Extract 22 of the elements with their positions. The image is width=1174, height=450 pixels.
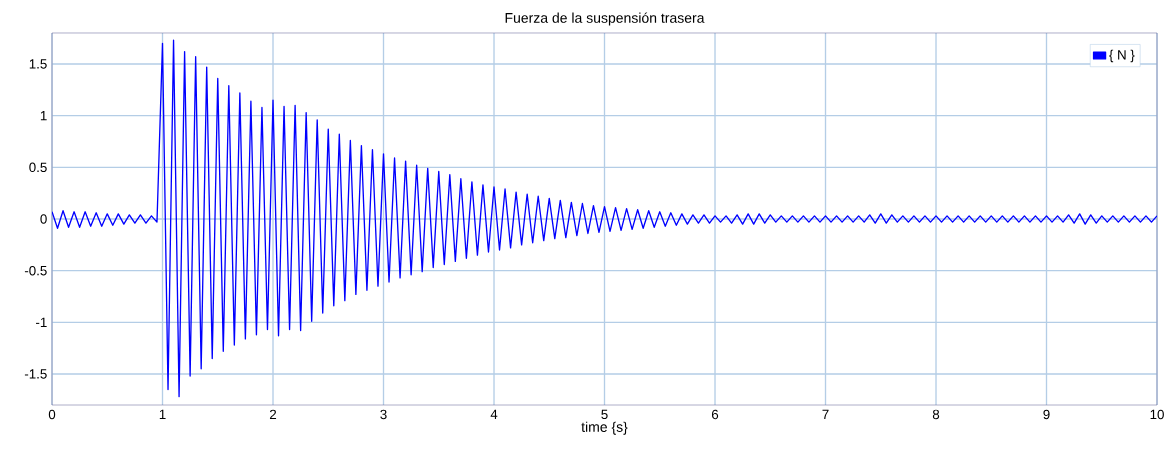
x-tick-label: 10 xyxy=(1150,409,1164,420)
x-tick-label: 4 xyxy=(490,409,498,419)
x-tick-label: 2 xyxy=(269,409,277,420)
y-tick-label: 1.5 xyxy=(29,59,47,69)
x-tick-label: 8 xyxy=(932,409,940,420)
x-tick-label: 9 xyxy=(1043,409,1050,420)
x-tick-label: 6 xyxy=(711,409,719,420)
line-series xyxy=(52,39,1158,398)
x-tick-label: 7 xyxy=(822,409,829,419)
x-tick-label: 0 xyxy=(48,409,56,420)
x-tick-label: 1 xyxy=(159,409,166,419)
y-tick-label: -1.5 xyxy=(24,369,47,379)
x-tick-label: 5 xyxy=(601,409,608,420)
legend-label: { N } xyxy=(1109,49,1135,63)
y-tick-label: 0.5 xyxy=(29,162,47,173)
y-tick-label: 1 xyxy=(40,111,47,121)
y-tick-label: 0 xyxy=(40,214,47,224)
y-tick-label: -0.5 xyxy=(24,265,47,276)
chart-title: Fuerza de la suspensión trasera xyxy=(505,12,705,26)
x-axis-title: time {s} xyxy=(581,421,628,435)
y-tick-label: -1 xyxy=(36,317,47,327)
x-tick-label: 3 xyxy=(380,409,387,420)
